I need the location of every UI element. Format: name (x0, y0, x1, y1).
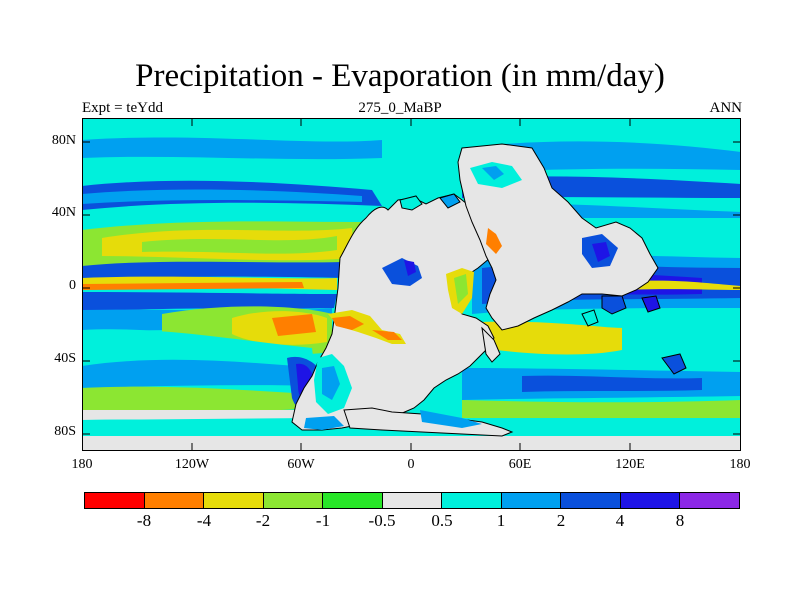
plot-title: Precipitation - Evaporation (in mm/day) (135, 58, 665, 94)
y-label-80n: 80N (51, 133, 76, 148)
colorbar (84, 492, 740, 509)
colorbar-box-6 (382, 493, 443, 508)
coastline-details (399, 193, 687, 375)
x-label-120w: 120W (174, 457, 210, 472)
colorbar-label: 0.5 (431, 511, 453, 530)
colorbar-label: -8 (136, 511, 152, 530)
colorbar-label: -1 (315, 511, 331, 530)
season-label: ANN (709, 100, 743, 116)
x-label-0: 0 (407, 457, 415, 472)
period-label: 275_0_MaBP (358, 100, 442, 116)
colorbar-label: -4 (196, 511, 212, 530)
colorbar-label: -0.5 (368, 511, 396, 530)
x-label-180e: 180 (729, 457, 751, 472)
colorbar-label: 4 (615, 511, 625, 530)
y-label-80s: 80S (54, 424, 76, 439)
x-label-120e: 120E (615, 457, 645, 472)
colorbar-box-2 (144, 493, 205, 508)
land-mass (291, 143, 659, 437)
colorbar-label: -2 (255, 511, 271, 530)
colorbar-box-3 (204, 493, 264, 508)
experiment-label: Expt = teYdd (82, 100, 163, 116)
axis-ticks (82, 118, 741, 451)
colorbar-box-8 (501, 493, 562, 508)
colorbar-label: 2 (556, 511, 566, 530)
y-label-40n: 40N (51, 205, 76, 220)
colorbar-box-10 (620, 493, 681, 508)
colorbar-label: 8 (675, 511, 685, 530)
colorbar-box-11 (680, 493, 740, 508)
colorbar-box-5 (323, 493, 383, 508)
x-label-180w: 180 (71, 457, 93, 472)
colorbar-box-4 (263, 493, 324, 508)
colorbar-label: 1 (496, 511, 506, 530)
x-label-60e: 60E (508, 457, 532, 472)
y-label-eq: 0 (69, 278, 76, 293)
x-label-60w: 60W (287, 457, 315, 472)
y-label-40s: 40S (54, 351, 76, 366)
colorbar-box-7 (442, 493, 502, 508)
precipitation-map (82, 118, 741, 451)
colorbar-box-9 (561, 493, 621, 508)
colorbar-box-1 (85, 493, 145, 508)
